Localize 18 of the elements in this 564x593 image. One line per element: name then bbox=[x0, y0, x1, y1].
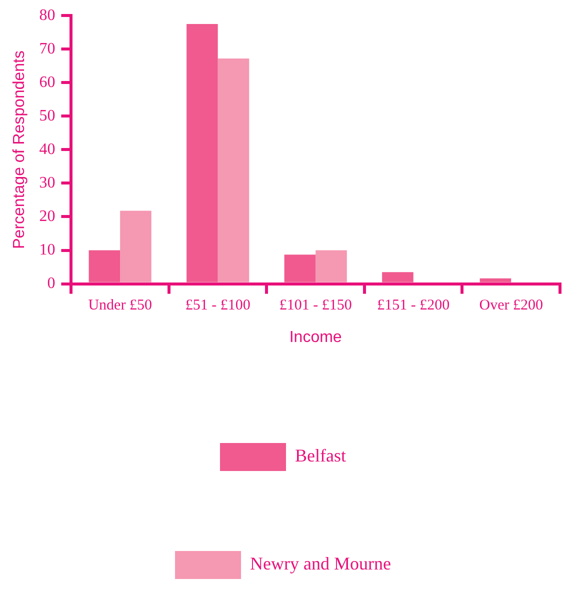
x-tick-label: Over £200 bbox=[479, 298, 543, 314]
x-tick-label: £101 - £150 bbox=[279, 298, 352, 314]
y-axis-title: Percentage of Respondents bbox=[11, 50, 28, 249]
y-tick-label: 0 bbox=[47, 275, 56, 292]
legend-label: Belfast bbox=[295, 446, 346, 466]
y-tick-label: 60 bbox=[39, 74, 56, 91]
y-tick-label: 40 bbox=[39, 140, 56, 158]
x-tick-label: £151 - £200 bbox=[377, 298, 450, 314]
legend-label: Newry and Mourne bbox=[250, 554, 391, 574]
y-tick-label: 50 bbox=[39, 107, 56, 124]
x-tick-label: £51 - £100 bbox=[185, 298, 250, 314]
x-tick-label: Under £50 bbox=[88, 298, 152, 314]
y-tick-label: 30 bbox=[39, 174, 56, 192]
x-axis-title: Income bbox=[289, 328, 342, 346]
y-tick-label: 70 bbox=[39, 40, 56, 58]
y-tick-label: 20 bbox=[39, 208, 56, 225]
y-tick-label: 80 bbox=[39, 6, 56, 24]
y-tick-label: 10 bbox=[39, 241, 56, 258]
